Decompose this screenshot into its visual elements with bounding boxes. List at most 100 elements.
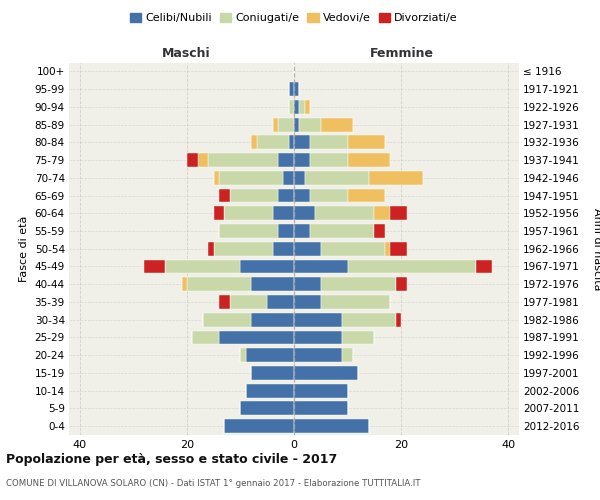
Bar xyxy=(310,224,374,238)
Bar xyxy=(257,136,289,149)
Bar xyxy=(310,153,347,167)
Bar xyxy=(321,242,385,256)
Bar xyxy=(391,206,407,220)
Bar xyxy=(310,136,347,149)
Bar xyxy=(214,242,272,256)
Bar xyxy=(251,366,294,380)
Bar xyxy=(187,278,251,291)
Bar xyxy=(272,206,294,220)
Bar xyxy=(369,171,422,184)
Bar xyxy=(321,278,396,291)
Bar xyxy=(294,171,305,184)
Bar xyxy=(305,100,310,114)
Bar xyxy=(374,206,391,220)
Text: Maschi: Maschi xyxy=(161,47,211,60)
Bar xyxy=(219,295,230,309)
Bar xyxy=(251,136,257,149)
Bar xyxy=(289,136,294,149)
Bar xyxy=(278,224,294,238)
Bar xyxy=(187,153,197,167)
Bar xyxy=(294,100,299,114)
Bar xyxy=(294,188,310,202)
Bar xyxy=(476,260,492,274)
Bar xyxy=(294,295,321,309)
Bar xyxy=(289,82,294,96)
Bar xyxy=(321,118,353,132)
Bar xyxy=(289,100,294,114)
Bar xyxy=(316,206,374,220)
Y-axis label: Anni di nascita: Anni di nascita xyxy=(592,208,600,290)
Bar xyxy=(197,153,208,167)
Bar xyxy=(278,118,294,132)
Bar xyxy=(241,348,246,362)
Text: COMUNE DI VILLANOVA SOLARO (CN) - Dati ISTAT 1° gennaio 2017 - Elaborazione TUTT: COMUNE DI VILLANOVA SOLARO (CN) - Dati I… xyxy=(6,479,421,488)
Bar xyxy=(294,348,342,362)
Bar xyxy=(251,313,294,326)
Bar xyxy=(230,295,267,309)
Bar xyxy=(294,260,347,274)
Bar xyxy=(385,242,391,256)
Bar xyxy=(241,402,294,415)
Bar xyxy=(283,171,294,184)
Bar xyxy=(299,100,305,114)
Bar xyxy=(219,188,230,202)
Bar xyxy=(294,206,316,220)
Bar xyxy=(294,136,310,149)
Bar xyxy=(342,330,374,344)
Bar xyxy=(347,136,385,149)
Bar xyxy=(241,260,294,274)
Bar xyxy=(374,224,385,238)
Y-axis label: Fasce di età: Fasce di età xyxy=(19,216,29,282)
Bar xyxy=(182,278,187,291)
Bar xyxy=(272,242,294,256)
Bar xyxy=(272,118,278,132)
Bar xyxy=(219,330,294,344)
Bar xyxy=(224,419,294,433)
Bar xyxy=(230,188,278,202)
Bar xyxy=(321,295,391,309)
Bar xyxy=(294,330,342,344)
Bar xyxy=(294,82,299,96)
Bar xyxy=(396,278,407,291)
Bar xyxy=(305,171,369,184)
Bar xyxy=(347,260,476,274)
Bar xyxy=(219,171,283,184)
Bar xyxy=(246,384,294,398)
Bar xyxy=(166,260,241,274)
Bar xyxy=(203,313,251,326)
Bar xyxy=(246,348,294,362)
Bar xyxy=(294,313,342,326)
Bar xyxy=(192,330,219,344)
Text: Femmine: Femmine xyxy=(370,47,434,60)
Bar xyxy=(144,260,166,274)
Bar xyxy=(214,171,219,184)
Legend: Celibi/Nubili, Coniugati/e, Vedovi/e, Divorziati/e: Celibi/Nubili, Coniugati/e, Vedovi/e, Di… xyxy=(128,10,460,26)
Bar xyxy=(294,224,310,238)
Bar xyxy=(294,242,321,256)
Bar xyxy=(310,188,347,202)
Bar xyxy=(396,313,401,326)
Bar xyxy=(342,348,353,362)
Bar xyxy=(278,153,294,167)
Bar xyxy=(294,118,299,132)
Bar xyxy=(294,419,369,433)
Bar xyxy=(294,384,347,398)
Bar xyxy=(214,206,224,220)
Bar xyxy=(208,242,214,256)
Bar xyxy=(294,278,321,291)
Bar xyxy=(278,188,294,202)
Bar xyxy=(391,242,407,256)
Bar xyxy=(347,153,391,167)
Text: Popolazione per età, sesso e stato civile - 2017: Popolazione per età, sesso e stato civil… xyxy=(6,452,337,466)
Bar xyxy=(208,153,278,167)
Bar xyxy=(347,188,385,202)
Bar xyxy=(299,118,321,132)
Bar xyxy=(267,295,294,309)
Bar xyxy=(224,206,272,220)
Bar xyxy=(342,313,396,326)
Bar xyxy=(294,366,358,380)
Bar xyxy=(294,153,310,167)
Bar xyxy=(219,224,278,238)
Bar xyxy=(251,278,294,291)
Bar xyxy=(294,402,347,415)
